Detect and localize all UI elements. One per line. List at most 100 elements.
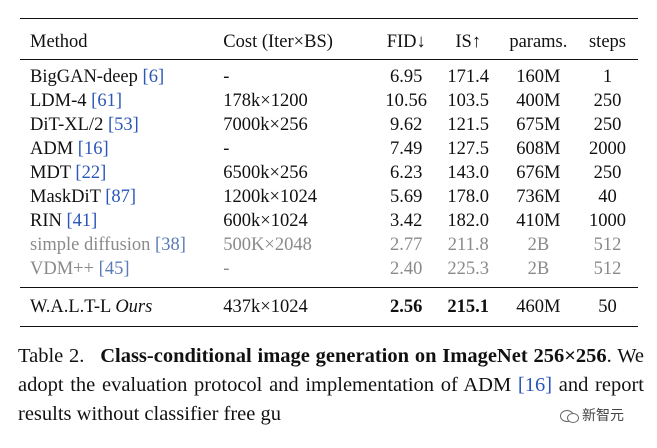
cell-steps: 50 bbox=[598, 297, 617, 317]
cell-cost: 1200k×1024 bbox=[223, 187, 317, 207]
wechat-icon bbox=[560, 408, 579, 424]
citation-link[interactable]: [22] bbox=[75, 163, 107, 183]
table-row: MaskDiT [87] 1200k×1024 5.69 178.0 736M 40 bbox=[20, 185, 638, 209]
cell-params: 608M bbox=[516, 139, 561, 159]
cell-params: 160M bbox=[516, 67, 561, 87]
citation-link[interactable]: [16] bbox=[77, 139, 109, 159]
cell-method: RIN [41] bbox=[20, 209, 223, 233]
cell-steps: 250 bbox=[593, 163, 622, 183]
cell-params: 676M bbox=[516, 163, 561, 183]
method-name: simple diffusion bbox=[30, 235, 151, 255]
cell-steps: 250 bbox=[593, 91, 622, 111]
cell-params: 2B bbox=[527, 235, 550, 255]
cell-is: 225.3 bbox=[447, 259, 490, 279]
table-row: MDT [22] 6500k×256 6.23 143.0 676M 250 bbox=[20, 161, 638, 185]
table-row: RIN [41] 600k×1024 3.42 182.0 410M 1000 bbox=[20, 209, 638, 233]
cell-params: 460M bbox=[516, 297, 561, 317]
cell-steps: 250 bbox=[593, 115, 622, 135]
cell-cost: 500K×2048 bbox=[223, 235, 312, 255]
cell-cost: 7000k×256 bbox=[223, 115, 308, 135]
cell-steps: 1 bbox=[602, 67, 613, 87]
cell-is: 182.0 bbox=[447, 211, 490, 231]
table-header-row: Method Cost (Iter×BS) FID↓ IS↑ params. s… bbox=[20, 18, 638, 60]
cell-steps: 1000 bbox=[588, 211, 626, 231]
header-method: Method bbox=[30, 32, 88, 52]
cell-method: ADM [16] bbox=[20, 137, 223, 161]
table-body-baselines: BigGAN-deep [6] -6.95 171.4 160M 1 LDM-4 [61]… bbox=[20, 60, 638, 288]
results-table: Method Cost (Iter×BS) FID↓ IS↑ params. s… bbox=[20, 18, 638, 327]
method-name: LDM-4 bbox=[30, 91, 87, 111]
method-name: MDT bbox=[30, 163, 71, 183]
cell-fid: 2.77 bbox=[390, 235, 423, 255]
cell-fid: 2.40 bbox=[390, 259, 423, 279]
cell-cost: 178k×1200 bbox=[223, 91, 308, 111]
cell-is: 143.0 bbox=[447, 163, 490, 183]
cell-fid: 9.62 bbox=[390, 115, 423, 135]
cell-cost: - bbox=[223, 67, 230, 87]
header-is: IS↑ bbox=[455, 32, 482, 52]
cell-fid: 5.69 bbox=[390, 187, 423, 207]
cell-fid: 3.42 bbox=[390, 211, 423, 231]
cell-cost: 600k×1024 bbox=[223, 211, 308, 231]
method-name: ADM bbox=[30, 139, 74, 159]
citation-link[interactable]: [61] bbox=[91, 91, 122, 111]
table-row: VDM++ [45] -2.40 225.3 2B 512 bbox=[20, 257, 638, 288]
cell-cost: 6500k×256 bbox=[223, 163, 308, 183]
method-name: RIN bbox=[30, 211, 62, 231]
table-row-ours: W.A.L.T-L Ours 437k×1024 2.56 215.1 460M… bbox=[20, 287, 638, 327]
cell-params: 675M bbox=[516, 115, 561, 135]
method-name: VDM++ bbox=[30, 259, 95, 279]
table-row: BigGAN-deep [6] -6.95 171.4 160M 1 bbox=[20, 60, 638, 90]
cell-params: 2B bbox=[527, 259, 550, 279]
cell-cost: 437k×1024 bbox=[223, 297, 308, 317]
caption-bold-text: Class-conditional image generation on Im… bbox=[100, 345, 607, 367]
table-row: DiT-XL/2 [53] 7000k×256 9.62 121.5 675M 250 bbox=[20, 113, 638, 137]
cell-is: 211.8 bbox=[447, 235, 489, 255]
caption-citation-link[interactable]: [16] bbox=[517, 374, 553, 396]
method-name: BigGAN-deep bbox=[30, 67, 138, 87]
cell-steps: 40 bbox=[598, 187, 617, 207]
header-fid: FID↓ bbox=[386, 32, 426, 52]
citation-link[interactable]: [38] bbox=[155, 235, 186, 255]
cell-params: 736M bbox=[516, 187, 561, 207]
watermark: 新智元 bbox=[560, 404, 650, 428]
table-row: ADM [16] -7.49 127.5 608M 2000 bbox=[20, 137, 638, 161]
cell-method: MDT [22] bbox=[20, 161, 223, 185]
method-name: DiT-XL/2 bbox=[30, 115, 104, 135]
method-name: MaskDiT bbox=[30, 187, 101, 207]
citation-link[interactable]: [87] bbox=[105, 187, 137, 207]
cell-fid: 6.23 bbox=[390, 163, 423, 183]
caption-text-b: and report results without classifier fr… bbox=[18, 374, 644, 425]
table-caption: Table 2. Class-conditional image generat… bbox=[18, 342, 644, 429]
cell-method: LDM-4 [61] bbox=[20, 89, 223, 113]
caption-text-a: . We adopt the evaluation protocol and i… bbox=[18, 345, 644, 396]
cell-method: DiT-XL/2 [53] bbox=[20, 113, 223, 137]
cell-is: 171.4 bbox=[447, 67, 490, 87]
header-params: params. bbox=[509, 32, 568, 52]
cell-fid: 2.56 bbox=[390, 297, 423, 317]
cell-method: MaskDiT [87] bbox=[20, 185, 223, 209]
cell-fid: 6.95 bbox=[390, 67, 423, 87]
cell-is: 121.5 bbox=[447, 115, 490, 135]
table-body-ours: W.A.L.T-L Ours 437k×1024 2.56 215.1 460M… bbox=[20, 287, 638, 327]
cell-method: W.A.L.T-L Ours bbox=[20, 288, 223, 327]
cell-cost: - bbox=[223, 139, 230, 159]
cell-method: BigGAN-deep [6] bbox=[20, 60, 223, 90]
cell-method: simple diffusion [38] bbox=[20, 233, 223, 257]
header-steps: steps bbox=[588, 32, 626, 52]
caption-label: Table 2. bbox=[18, 345, 85, 367]
cell-params: 410M bbox=[516, 211, 561, 231]
cell-cost: - bbox=[223, 259, 230, 279]
cell-steps: 512 bbox=[593, 235, 622, 255]
cell-fid: 7.49 bbox=[390, 139, 423, 159]
method-name: W.A.L.T-L bbox=[30, 297, 111, 317]
cell-method: VDM++ [45] bbox=[20, 257, 223, 288]
citation-link[interactable]: [41] bbox=[66, 211, 98, 231]
citation-link[interactable]: [6] bbox=[142, 67, 165, 87]
cell-steps: 512 bbox=[593, 259, 622, 279]
cell-is: 127.5 bbox=[447, 139, 490, 159]
table-row: LDM-4 [61] 178k×1200 10.56 103.5 400M 250 bbox=[20, 89, 638, 113]
citation-link[interactable]: [53] bbox=[107, 115, 139, 135]
watermark-text: 新智元 bbox=[582, 408, 624, 424]
citation-link[interactable]: [45] bbox=[98, 259, 130, 279]
